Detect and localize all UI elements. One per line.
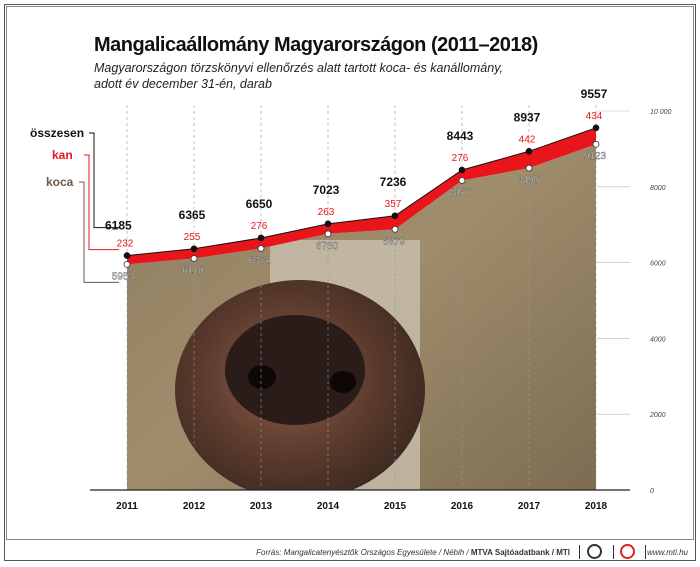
divider bbox=[645, 545, 646, 559]
legend-total: összesen bbox=[30, 126, 84, 140]
koca-value-label: 6374 bbox=[249, 255, 272, 266]
chart-panel bbox=[6, 6, 694, 540]
x-tick-label: 2014 bbox=[317, 501, 340, 512]
koca-point bbox=[324, 230, 332, 238]
kan-value-label: 263 bbox=[318, 207, 335, 218]
koca-point bbox=[257, 245, 265, 252]
total-point bbox=[458, 166, 466, 174]
x-tick-label: 2018 bbox=[585, 501, 608, 512]
total-value-label: 7236 bbox=[380, 175, 407, 189]
mtva-logo-icon bbox=[587, 544, 602, 559]
divider bbox=[579, 545, 580, 559]
legend-connector bbox=[84, 154, 119, 251]
kan-value-label: 276 bbox=[251, 221, 268, 232]
kan-value-label: 357 bbox=[385, 199, 402, 210]
x-tick-label: 2017 bbox=[518, 501, 541, 512]
chart-title: Mangalicaállomány Magyarországon (2011–2… bbox=[94, 34, 538, 56]
total-value-label: 8937 bbox=[514, 110, 541, 124]
y-tick-label: 6000 bbox=[650, 261, 666, 268]
source-text: Forrás: Mangalicatenyésztők Országos Egy… bbox=[256, 548, 570, 557]
website-link[interactable]: www.mti.hu bbox=[647, 548, 688, 557]
y-tick-label: 10 000 bbox=[650, 109, 672, 116]
koca-value-label: 6879 bbox=[383, 236, 406, 247]
koca-value-label: 5953 bbox=[112, 271, 135, 282]
chart-subtitle: Magyarországon törzskönyvi ellenőrzés al… bbox=[94, 60, 503, 92]
subtitle-line-1: Magyarországon törzskönyvi ellenőrzés al… bbox=[94, 61, 503, 75]
koca-point bbox=[458, 177, 466, 184]
koca-value-label: 8167 bbox=[450, 187, 473, 198]
koca-value-label: 8495 bbox=[517, 175, 540, 186]
x-tick-label: 2016 bbox=[451, 501, 474, 512]
total-value-label: 9557 bbox=[581, 87, 608, 101]
legend-connector bbox=[79, 181, 119, 283]
koca-point bbox=[190, 255, 198, 262]
x-tick-label: 2013 bbox=[250, 501, 273, 512]
koca-point bbox=[592, 140, 600, 148]
y-tick-label: 4000 bbox=[650, 336, 666, 343]
y-tick-label: 2000 bbox=[649, 412, 666, 419]
total-point bbox=[525, 147, 533, 155]
kan-value-label: 255 bbox=[184, 232, 201, 243]
legend-connector bbox=[89, 132, 119, 229]
koca-value-label: 6760 bbox=[316, 241, 339, 252]
outer-frame bbox=[4, 4, 696, 561]
subtitle-line-2: adott év december 31-én, darab bbox=[94, 77, 272, 91]
x-tick-label: 2015 bbox=[384, 501, 407, 512]
total-point bbox=[592, 124, 600, 132]
kan-value-label: 434 bbox=[586, 111, 603, 122]
total-point bbox=[391, 212, 399, 220]
total-point bbox=[190, 245, 198, 253]
total-line bbox=[126, 127, 597, 257]
total-point bbox=[123, 252, 131, 259]
y-tick-label: 0 bbox=[650, 488, 654, 495]
koca-point bbox=[391, 225, 399, 233]
mti-logo-icon bbox=[620, 544, 635, 559]
kan-value-label: 276 bbox=[452, 153, 469, 164]
koca-point bbox=[525, 164, 533, 172]
kan-value-label: 442 bbox=[519, 134, 536, 145]
source-agency: MTVA Sajtóadatbank / MTI bbox=[470, 548, 570, 557]
legend-koca: koca bbox=[46, 175, 74, 189]
footer: Forrás: Mangalicatenyésztők Országos Egy… bbox=[0, 542, 700, 564]
total-value-label: 6185 bbox=[105, 219, 132, 233]
total-value-label: 8443 bbox=[447, 129, 474, 143]
total-point bbox=[257, 234, 265, 242]
x-tick-label: 2011 bbox=[116, 501, 138, 512]
koca-value-label: 6110 bbox=[182, 265, 204, 276]
x-tick-label: 2012 bbox=[183, 501, 206, 512]
kan-value-label: 232 bbox=[117, 239, 134, 250]
total-value-label: 6365 bbox=[179, 208, 206, 222]
koca-point bbox=[123, 260, 131, 268]
total-point bbox=[324, 220, 332, 228]
legend-kan: kan bbox=[52, 148, 73, 162]
koca-value-label: 9123 bbox=[584, 151, 607, 162]
divider bbox=[613, 545, 614, 559]
y-tick-label: 8000 bbox=[650, 185, 666, 192]
total-value-label: 7023 bbox=[313, 183, 340, 197]
source-prefix: Forrás: Mangalicatenyésztők Országos Egy… bbox=[256, 548, 471, 557]
total-value-label: 6650 bbox=[246, 197, 273, 211]
